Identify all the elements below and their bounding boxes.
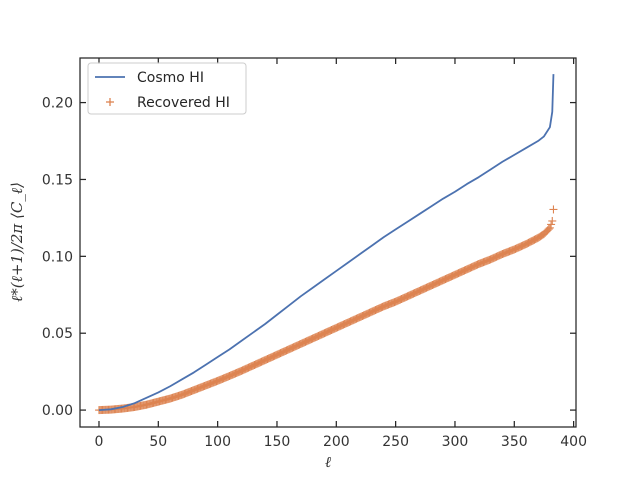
legend-label-cosmo-hi: Cosmo HI bbox=[137, 70, 204, 86]
y-tick-label: 0.00 bbox=[42, 403, 73, 419]
x-tick-label: 50 bbox=[149, 434, 167, 450]
x-axis-ticks: 0 50 100 150 200 250 300 350 400 bbox=[95, 58, 587, 450]
x-tick-label: 0 bbox=[95, 434, 104, 450]
series-layer bbox=[94, 74, 558, 415]
legend: Cosmo HI Recovered HI bbox=[87, 62, 247, 115]
legend-swatch-recovered-hi bbox=[106, 98, 114, 106]
y-axis-label: ℓ*(ℓ+1)/2π ⟨C_ℓ⟩ bbox=[8, 182, 26, 302]
x-tick-label: 350 bbox=[501, 434, 528, 450]
series-recovered-hi bbox=[94, 205, 558, 415]
x-tick-label: 150 bbox=[264, 434, 291, 450]
legend-label-recovered-hi: Recovered HI bbox=[137, 95, 230, 111]
recovered-hi-point bbox=[548, 216, 557, 225]
recovered-hi-point bbox=[549, 205, 558, 214]
legend-box bbox=[87, 62, 247, 115]
recovered-hi-point bbox=[545, 223, 554, 232]
y-axis-ticks: 0.00 0.05 0.10 0.15 0.20 bbox=[42, 96, 576, 419]
x-tick-label: 400 bbox=[560, 434, 587, 450]
y-tick-label: 0.05 bbox=[42, 326, 73, 342]
recovered-hi-point bbox=[544, 225, 553, 234]
y-tick-label: 0.10 bbox=[42, 249, 73, 265]
x-tick-label: 250 bbox=[382, 434, 409, 450]
x-axis-label: ℓ bbox=[325, 453, 331, 471]
x-tick-label: 300 bbox=[442, 434, 469, 450]
y-tick-label: 0.15 bbox=[42, 172, 73, 188]
series-cosmo-hi-line bbox=[98, 74, 555, 411]
x-tick-label: 200 bbox=[323, 434, 350, 450]
x-tick-label: 100 bbox=[204, 434, 231, 450]
y-tick-label: 0.20 bbox=[42, 96, 73, 112]
plot-area-frame bbox=[79, 57, 577, 428]
recovered-hi-point bbox=[547, 220, 556, 229]
